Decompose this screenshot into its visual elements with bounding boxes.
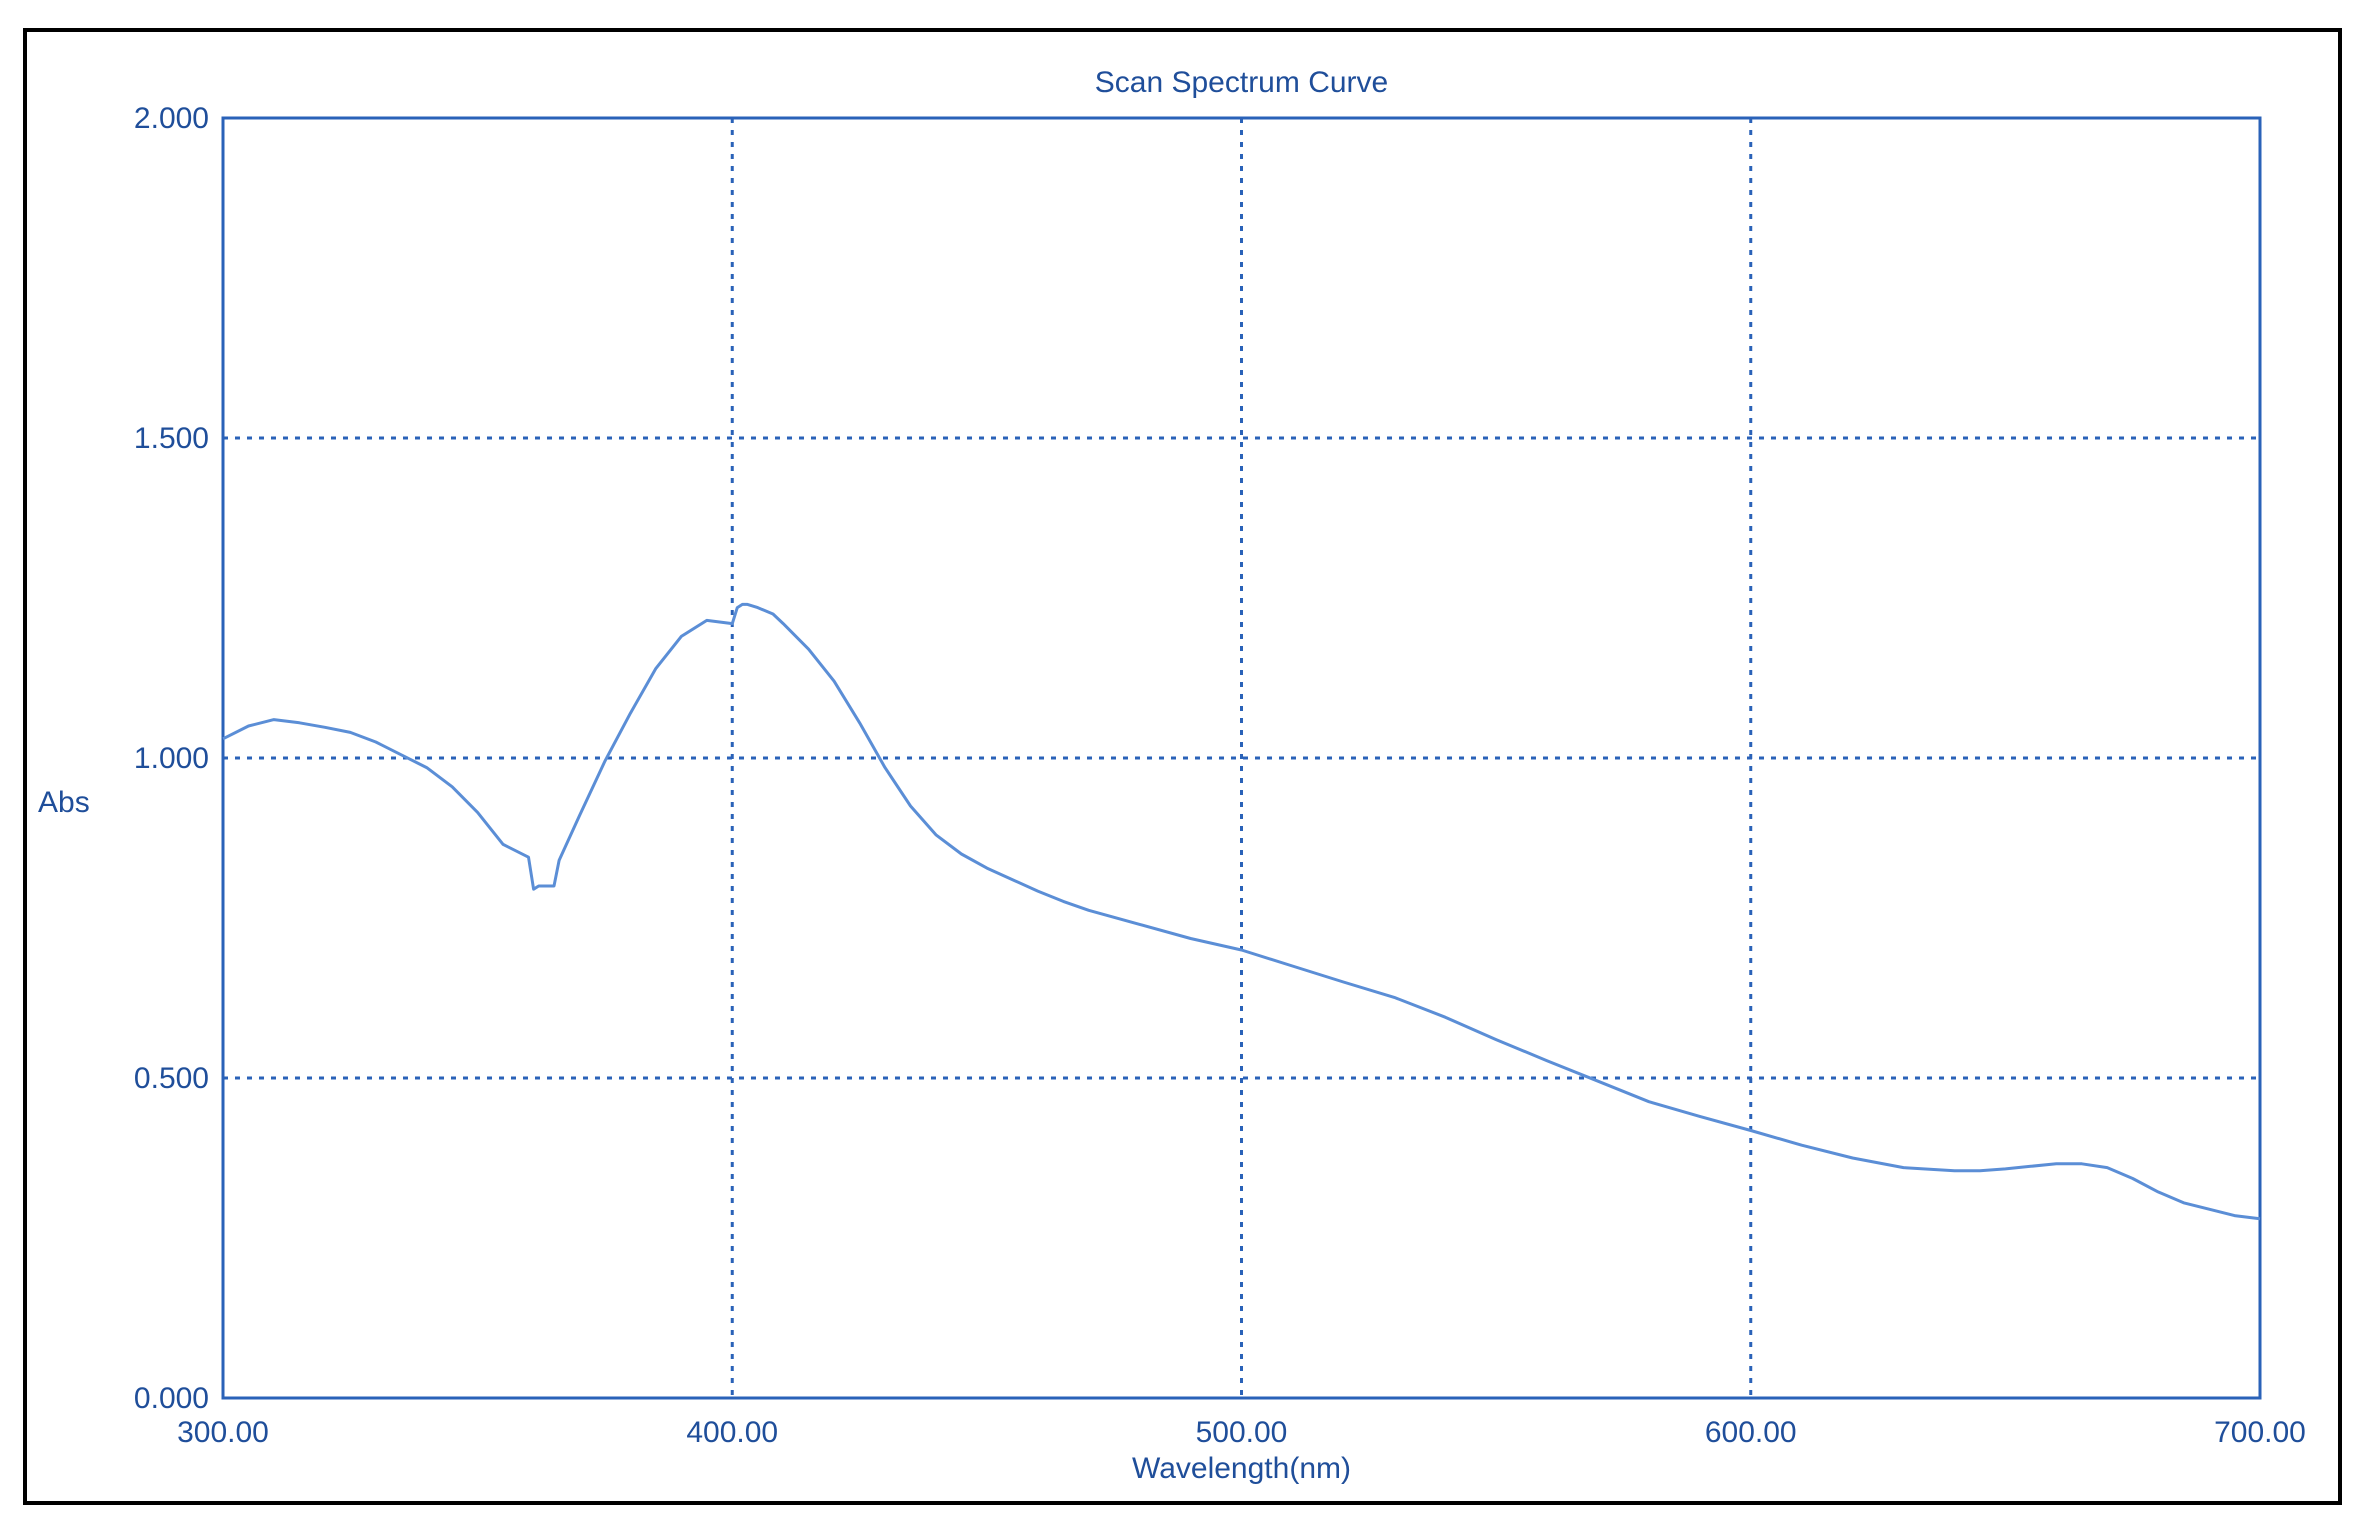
- y-tick-label: 0.000: [134, 1382, 209, 1415]
- tick-labels: 300.00 400.00 500.00 600.00 700.00 0.000 0.500…: [134, 102, 2306, 1449]
- series-line: [222, 602, 2261, 1221]
- series-layer: [222, 602, 2261, 1221]
- x-tick-label: 700.00: [2214, 1416, 2306, 1449]
- y-tick-label: 0.500: [134, 1062, 209, 1095]
- x-tick-label: 300.00: [177, 1416, 269, 1449]
- x-axis-label: Wavelength(nm): [1132, 1452, 1351, 1485]
- grid-lines: [223, 118, 2260, 1398]
- outer-border: [23, 28, 2342, 1505]
- y-tick-label: 2.000: [134, 102, 209, 135]
- y-tick-label: 1.500: [134, 422, 209, 455]
- y-axis-label: Abs: [38, 786, 90, 819]
- y-tick-label: 1.000: [134, 742, 209, 775]
- plot-area: [221, 116, 2262, 1400]
- x-tick-label: 500.00: [1196, 1416, 1288, 1449]
- x-tick-label: 600.00: [1705, 1416, 1797, 1449]
- x-tick-label: 400.00: [686, 1416, 778, 1449]
- chart-title: Scan Spectrum Curve: [1095, 66, 1388, 99]
